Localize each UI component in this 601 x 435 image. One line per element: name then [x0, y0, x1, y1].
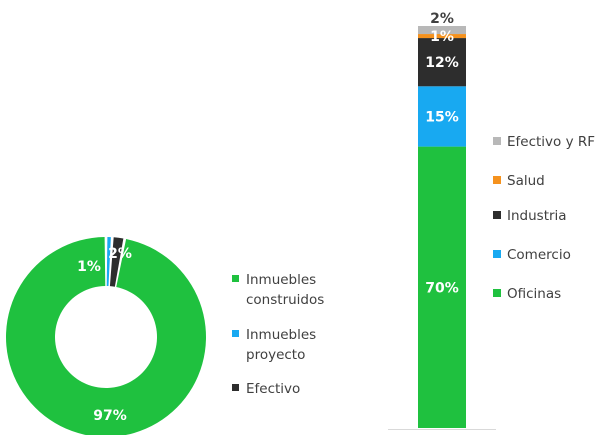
stacked-bar-chart: 70% 15% 12% 1% 2%: [388, 11, 496, 430]
legend-label-inmuebles-proyecto: Inmuebles: [246, 327, 316, 343]
bar-label-comercio: 15%: [425, 109, 459, 125]
legend-swatch-industria: [493, 211, 501, 219]
donut-slice-efectivo: [109, 237, 124, 287]
bar-segment-efectivo-y-rf: [418, 26, 466, 35]
donut-label-inmuebles-proyecto: 1%: [77, 259, 101, 275]
legend-label-efectivo: Efectivo: [246, 381, 300, 397]
bar-label-efectivo-y-rf: 2%: [430, 11, 454, 27]
legend-label-efectivo-y-rf: Efectivo y RF: [507, 134, 595, 150]
legend-label-inmuebles-proyecto: proyecto: [246, 347, 305, 363]
legend-swatch-oficinas: [493, 289, 501, 297]
bar-segment-salud: [418, 34, 466, 39]
bar-segment-industria: [418, 38, 466, 87]
bar-label-industria: 12%: [425, 55, 459, 71]
legend-label-inmuebles-construidos: Inmuebles: [246, 272, 316, 288]
donut-legend: Inmuebles construidos Inmuebles proyecto Efe…: [232, 272, 324, 397]
donut-label-efectivo: 2%: [108, 246, 132, 262]
legend-swatch-comercio: [493, 250, 501, 258]
donut-slice-inmuebles-proyecto: [106, 237, 111, 287]
bar-segment-comercio: [418, 86, 466, 147]
donut-slice-inmuebles-construidos: [6, 237, 206, 435]
legend-swatch-efectivo: [232, 384, 239, 391]
bar-label-oficinas: 70%: [425, 280, 459, 296]
donut-chart: 97% 1% 2%: [6, 237, 206, 435]
legend-label-inmuebles-construidos: construidos: [246, 292, 324, 308]
legend-swatch-inmuebles-proyecto: [232, 330, 239, 337]
legend-label-salud: Salud: [507, 173, 545, 189]
legend-label-oficinas: Oficinas: [507, 286, 561, 302]
legend-label-industria: Industria: [507, 208, 567, 224]
legend-swatch-efectivo-y-rf: [493, 137, 501, 145]
bar-label-salud: 1%: [430, 29, 454, 45]
legend-label-comercio: Comercio: [507, 247, 571, 263]
donut-label-inmuebles-construidos: 97%: [93, 408, 127, 424]
bar-segment-oficinas: [418, 146, 466, 428]
legend-swatch-inmuebles-construidos: [232, 275, 239, 282]
stacked-bar-legend: Efectivo y RF Salud Industria Comercio Ofici…: [493, 134, 595, 302]
legend-swatch-salud: [493, 176, 501, 184]
